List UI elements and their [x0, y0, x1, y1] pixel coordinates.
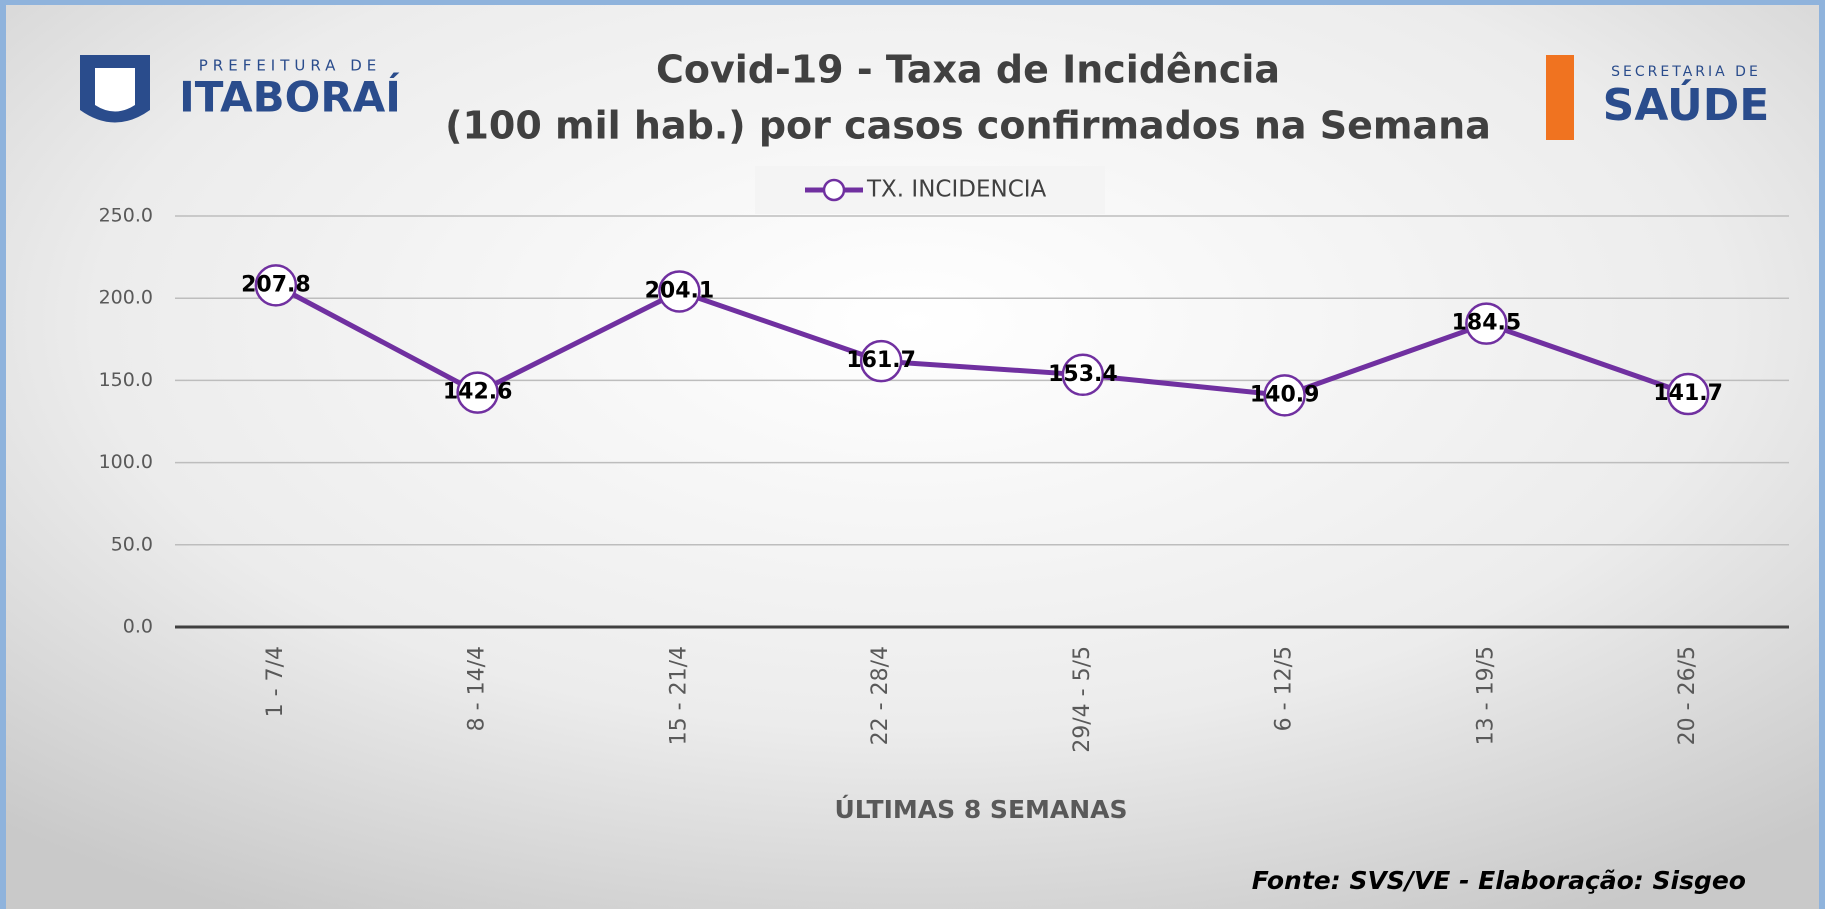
- x-tick-label: 6 - 12/5: [1272, 646, 1297, 731]
- y-tick-label: 100.0: [99, 451, 153, 473]
- x-tick-label: 29/4 - 5/5: [1070, 646, 1095, 753]
- x-tick-label: 8 - 14/4: [465, 646, 490, 731]
- source: Fonte: SVS/VE - Elaboração: Sisgeo: [1252, 866, 1746, 895]
- logo-left: PREFEITURA DE ITABORAÍ: [80, 55, 401, 123]
- chart-title: Covid-19 - Taxa de Incidência: [656, 48, 1280, 92]
- logo-large: SAÚDE: [1603, 78, 1770, 131]
- x-tick-label: 1 - 7/4: [263, 646, 288, 717]
- background: [6, 5, 1819, 909]
- logo-small: PREFEITURA DE: [199, 57, 382, 75]
- x-tick-label: 22 - 28/4: [868, 646, 893, 745]
- line: [274, 283, 1689, 398]
- logo-small: SECRETARIA DE: [1611, 64, 1761, 80]
- marker: [859, 339, 903, 383]
- marker: [658, 270, 701, 313]
- logo-right: SECRETARIA DE SAÚDE: [1546, 55, 1769, 140]
- marker: [1061, 353, 1105, 397]
- data-label: 153.4: [1048, 362, 1118, 387]
- chart-title: (100 mil hab.) por casos confirmados na …: [445, 104, 1491, 148]
- legend-marker: [822, 178, 846, 202]
- y-tick-label: 200.0: [99, 287, 153, 309]
- marker: [254, 264, 298, 307]
- data-label: 141.7: [1653, 381, 1723, 406]
- data-label: 161.7: [846, 348, 916, 373]
- x-axis-title: ÚLTIMAS 8 SEMANAS: [834, 794, 1127, 824]
- marker: [1465, 302, 1508, 345]
- x-tick-label: 15 - 21/4: [666, 646, 691, 745]
- crest-inner: [95, 68, 135, 112]
- data-label: 184.5: [1452, 311, 1522, 336]
- y-tick-label: 50.0: [111, 533, 153, 555]
- y-tick-label: 150.0: [99, 369, 153, 391]
- data-label: 142.6: [443, 380, 513, 405]
- data-label: 207.8: [241, 272, 311, 297]
- x-tick-label: 20 - 26/5: [1675, 646, 1700, 745]
- y-tick-label: 250.0: [99, 205, 153, 227]
- data-label: 204.1: [645, 278, 715, 303]
- marker: [1263, 374, 1306, 417]
- y-tick-label: 0.0: [123, 616, 153, 638]
- logo-large: ITABORAÍ: [179, 72, 401, 122]
- data-label: 140.9: [1250, 382, 1320, 407]
- logo-bar: [1546, 55, 1574, 140]
- marker: [1666, 372, 1710, 416]
- legend-label: TX. INCIDENCIA: [866, 177, 1047, 203]
- marker: [456, 371, 499, 414]
- x-tick-label: 13 - 19/5: [1473, 646, 1498, 745]
